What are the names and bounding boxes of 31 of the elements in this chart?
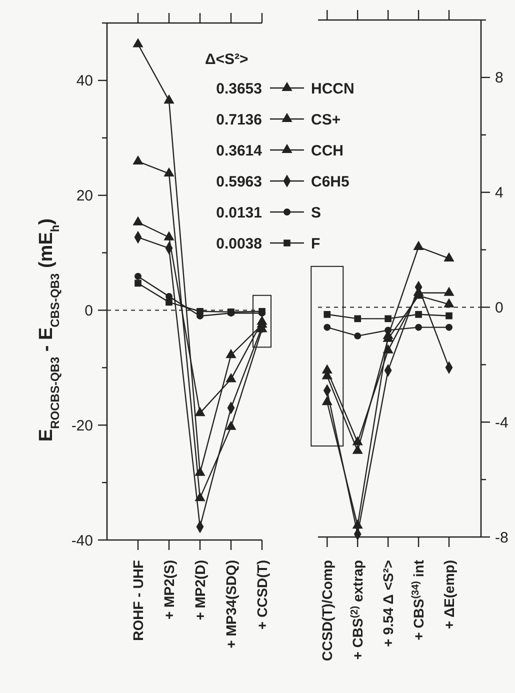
legend-label: S [311,204,322,222]
y-tick-label: 8 [495,70,504,87]
y-tick-label: -4 [495,414,508,432]
annotation: 0.3653 [216,80,262,98]
x-tick-label: + MP2(D) [192,560,208,620]
y-tick-label: 0 [84,302,93,320]
legend-label: C6H5 [311,173,350,190]
legend-label: CCH [311,142,344,160]
annotation: 0.0131 [216,204,262,222]
y-tick-label: 4 [495,184,504,202]
x-tick-label: + CCSD(T) [254,560,270,630]
x-tick-label: ROHF - UHF [130,560,146,641]
annotation: 0.5963 [216,173,262,190]
legend-label: F [311,235,320,252]
legend-label: CS+ [311,111,341,128]
annotation: 0.3614 [216,142,263,160]
y-tick-label: 20 [76,188,93,205]
x-tick-label: CCSD(T)/Comp [319,560,336,662]
y-tick-label: -40 [71,532,93,550]
legend-label: HCCN [311,80,354,98]
y-tick-label: -20 [71,417,93,434]
x-tick-label: + MP34(SDQ) [223,560,239,648]
y-tick-label: 0 [495,299,504,316]
x-tick-label: + 9.54 Δ <S²> [380,560,396,647]
annotation: 0.0038 [216,235,262,252]
y-tick-label: -8 [495,529,508,546]
legend-title: Δ<S²> [205,51,249,68]
y-tick-label: 40 [76,72,93,90]
annotation: 0.7136 [216,111,262,128]
x-tick-label: + ΔE(emp) [441,560,458,630]
x-tick-label: + MP2(S) [161,560,177,620]
